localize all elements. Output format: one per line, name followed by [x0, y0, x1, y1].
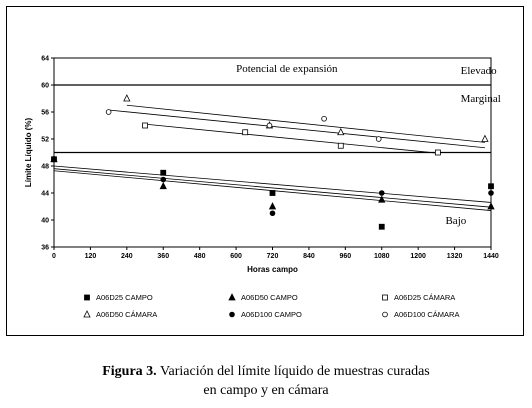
x-tick-label: 960 [339, 253, 351, 260]
data-point [487, 202, 495, 210]
data-point [321, 115, 327, 122]
y-tick-label: 36 [41, 245, 49, 252]
y-tick-label: 64 [41, 56, 49, 63]
data-point [268, 202, 277, 210]
legend-marker [84, 294, 90, 301]
legend-item: A06D25 CAMPO [84, 293, 153, 302]
trend-line [126, 104, 485, 143]
caption-label: Figura 3. [102, 364, 157, 379]
y-tick-label: 60 [41, 83, 49, 90]
y-tick-label: 48 [41, 164, 49, 171]
chart: 36 40 44 48 52 56 60 64 0 120 240 360 480 600 720 840 96… [24, 56, 501, 320]
data-point [488, 183, 494, 190]
legend-item: A06D25 CÁMARA [382, 293, 455, 302]
x-tick-label: 1080 [374, 253, 390, 260]
x-tick-label: 1440 [483, 253, 499, 260]
data-point [160, 169, 167, 176]
x-tick-label: 600 [230, 253, 242, 260]
x-tick-label: 480 [194, 253, 206, 260]
legend-marker [83, 310, 91, 318]
legend-label: A06D50 CAMPO [241, 293, 298, 302]
data-point [269, 210, 276, 217]
legend-marker [382, 294, 388, 301]
data-point [378, 195, 386, 203]
x-tick-label: 360 [157, 253, 169, 260]
data-point [51, 156, 57, 163]
legend-label: A06D25 CÁMARA [394, 293, 455, 302]
x-tick-label: 720 [267, 253, 279, 260]
data-point [337, 142, 344, 149]
legend-item: A06D100 CÁMARA [382, 310, 459, 319]
data-point [375, 136, 382, 142]
data-point [160, 176, 167, 183]
y-tick-label: 56 [41, 110, 49, 117]
legend-item: A06D50 CAMPO [228, 293, 298, 302]
trend-line [108, 109, 485, 149]
y-tick-label: 40 [41, 218, 49, 225]
data-point [105, 109, 112, 115]
data-point [378, 190, 385, 196]
y-tick-label: 52 [41, 137, 49, 144]
legend-label: A06D50 CÁMARA [96, 310, 157, 319]
legend-label: A06D25 CAMPO [96, 293, 153, 302]
chart-annotation: Bajo [445, 215, 466, 227]
legend-marker [382, 311, 388, 318]
chart-annotation: Potencial de expansión [236, 63, 338, 75]
chart-annotation: Marginal [461, 93, 501, 105]
caption-line-1: Variación del límite líquido de muestras… [159, 364, 430, 379]
data-point [337, 127, 345, 136]
data-point [123, 94, 131, 102]
chart-frame: 36 40 44 48 52 56 60 64 0 120 240 360 480 600 720 840 96… [6, 6, 524, 336]
data-point [481, 134, 489, 142]
data-point [159, 181, 167, 190]
data-point [378, 223, 385, 230]
legend-item: A06D50 CÁMARA [83, 310, 157, 319]
data-point [269, 190, 276, 196]
legend-marker [228, 293, 236, 301]
x-tick-label: 240 [121, 253, 133, 260]
trend-line [53, 168, 492, 208]
x-axis-title: Horas campo [247, 265, 298, 274]
data-point [434, 149, 441, 156]
trend-line [145, 123, 438, 154]
legend-label: A06D100 CAMPO [241, 310, 302, 319]
trend-line [53, 165, 492, 203]
x-tick-label: 840 [303, 253, 315, 260]
data-point [142, 122, 148, 129]
x-tick-label: 1200 [410, 253, 426, 260]
data-point [266, 122, 273, 129]
x-tick-label: 120 [85, 253, 97, 260]
legend-label: A06D100 CÁMARA [394, 310, 459, 319]
x-tick-label: 0 [52, 253, 56, 260]
y-axis-title: Límite Líquido (%) [24, 118, 33, 188]
figure-caption: Figura 3. Variación del límite líquido d… [0, 362, 532, 400]
legend-item: A06D100 CAMPO [229, 310, 302, 319]
chart-annotation: Elevado [461, 65, 498, 77]
legend-marker [229, 311, 235, 318]
data-point [488, 190, 494, 196]
data-point [242, 129, 249, 136]
caption-line-2: en campo y en cámara [203, 383, 329, 398]
x-tick-label: 1320 [447, 253, 463, 260]
y-tick-label: 44 [41, 191, 49, 198]
